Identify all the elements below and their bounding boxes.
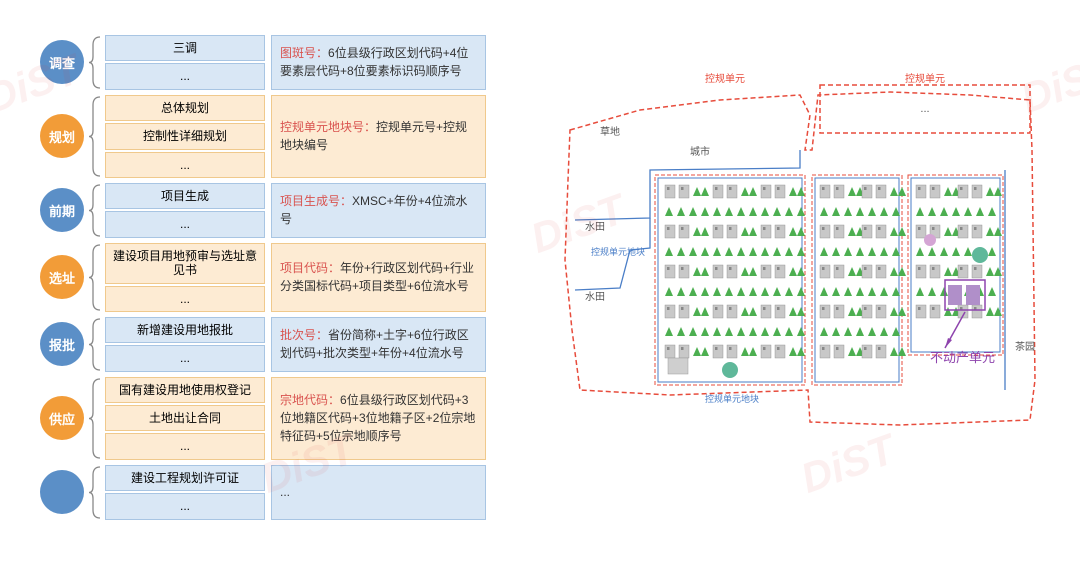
mid-item: 总体规划	[105, 95, 265, 121]
stage-circle: 报批	[40, 322, 84, 366]
flow-row-2: 前期 项目生成...项目生成号：XMSC+年份+4位流水号	[40, 183, 530, 238]
stage-circle: 前期	[40, 188, 84, 232]
code-label: 批次号：	[280, 328, 328, 342]
flow-row-3: 选址 建设项目用地预审与选址意见书...项目代码：年份+行政区划代码+行业分类国…	[40, 243, 530, 312]
mid-item: 国有建设用地使用权登记	[105, 377, 265, 403]
block-label-bottom: 控规单元地块	[705, 393, 759, 404]
mid-column: 建设项目用地预审与选址意见书...	[105, 243, 265, 312]
block-label-left: 控规单元地块	[591, 246, 645, 257]
code-label: 控规单元地块号：	[280, 120, 376, 134]
mid-item: ...	[105, 211, 265, 237]
bracket	[88, 183, 102, 238]
pink-dot	[924, 234, 936, 246]
right-detail-box: ...	[271, 465, 486, 520]
top-left-label: 控规单元	[705, 72, 745, 85]
mid-item: 建设工程规划许可证	[105, 465, 265, 491]
mid-item: 土地出让合同	[105, 405, 265, 431]
green-dot-2	[972, 247, 988, 263]
right-detail-box: 项目代码：年份+行政区划代码+行业分类国标代码+项目类型+6位流水号	[271, 243, 486, 312]
diagram-container: 调查 三调...图斑号：6位县级行政区划代码+4位要素层代码+8位要素标识码顺序…	[0, 0, 1080, 566]
bracket	[88, 465, 102, 520]
stage-circle: 选址	[40, 255, 84, 299]
buildings-trees	[665, 185, 1002, 358]
right-detail-box: 控规单元地块号：控规单元号+控规地块编号	[271, 95, 486, 178]
mid-column: 三调...	[105, 35, 265, 90]
mid-item: 控制性详细规划	[105, 123, 265, 149]
top-right-label: 控规单元	[905, 72, 945, 85]
stage-circle: 供应	[40, 396, 84, 440]
land-label-tea: 茶园	[1015, 340, 1035, 353]
mid-item: 项目生成	[105, 183, 265, 209]
mid-item: ...	[105, 286, 265, 312]
land-label-paddy1: 水田	[585, 221, 605, 233]
mid-item: 建设项目用地预审与选址意见书	[105, 243, 265, 284]
mid-column: 建设工程规划许可证...	[105, 465, 265, 520]
top-right-ellipsis: ...	[920, 103, 929, 115]
green-dot-1	[722, 362, 738, 378]
stage-circle: 调查	[40, 40, 84, 84]
flow-row-5: 供应 国有建设用地使用权登记土地出让合同...宗地代码：6位县级行政区划代码+3…	[40, 377, 530, 460]
bracket	[88, 243, 102, 312]
flow-row-1: 规划 总体规划控制性详细规划...控规单元地块号：控规单元号+控规地块编号	[40, 95, 530, 178]
land-label-city: 城市	[690, 145, 710, 158]
mid-item: 三调	[105, 35, 265, 61]
bracket	[88, 95, 102, 178]
mid-item: ...	[105, 152, 265, 178]
mid-item: ...	[105, 345, 265, 371]
property-unit-label: 不动产单元	[930, 350, 995, 365]
code-label: 图斑号：	[280, 46, 328, 60]
mid-item: 新增建设用地报批	[105, 317, 265, 343]
right-detail-box: 宗地代码：6位县级行政区划代码+3位地籍区代码+3位地籍子区+2位宗地特征码+5…	[271, 377, 486, 460]
stage-circle	[40, 470, 84, 514]
right-detail-box: 图斑号：6位县级行政区划代码+4位要素层代码+8位要素标识码顺序号	[271, 35, 486, 90]
mid-column: 新增建设用地报批...	[105, 317, 265, 372]
mid-item: ...	[105, 433, 265, 459]
code-label: 项目代码：	[280, 261, 340, 275]
flow-row-4: 报批 新增建设用地报批...批次号：省份简称+土字+6位行政区划代码+批次类型+…	[40, 317, 530, 372]
right-detail-box: 批次号：省份简称+土字+6位行政区划代码+批次类型+年份+4位流水号	[271, 317, 486, 372]
code-label: 宗地代码：	[280, 393, 340, 407]
land-label-paddy2: 水田	[585, 291, 605, 303]
bracket	[88, 35, 102, 90]
stage-circle: 规划	[40, 114, 84, 158]
code-desc: ...	[280, 485, 290, 499]
outer-boundary	[565, 92, 1035, 425]
mid-item: ...	[105, 63, 265, 89]
flow-row-6: 建设工程规划许可证......	[40, 465, 530, 520]
land-label-grass: 草地	[600, 125, 620, 138]
mid-column: 国有建设用地使用权登记土地出让合同...	[105, 377, 265, 460]
mid-column: 总体规划控制性详细规划...	[105, 95, 265, 178]
mid-column: 项目生成...	[105, 183, 265, 238]
right-map-panel: 控规单元 ... 控规单元 草地 城市 水田 水田 茶园	[540, 0, 1080, 566]
bracket	[88, 377, 102, 460]
flow-row-0: 调查 三调...图斑号：6位县级行政区划代码+4位要素层代码+8位要素标识码顺序…	[40, 35, 530, 90]
left-flow-panel: 调查 三调...图斑号：6位县级行政区划代码+4位要素层代码+8位要素标识码顺序…	[0, 0, 540, 566]
land-map-svg: 控规单元 ... 控规单元 草地 城市 水田 水田 茶园	[550, 70, 1050, 470]
mid-item: ...	[105, 493, 265, 519]
bracket	[88, 317, 102, 372]
right-detail-box: 项目生成号：XMSC+年份+4位流水号	[271, 183, 486, 238]
code-label: 项目生成号：	[280, 194, 352, 208]
